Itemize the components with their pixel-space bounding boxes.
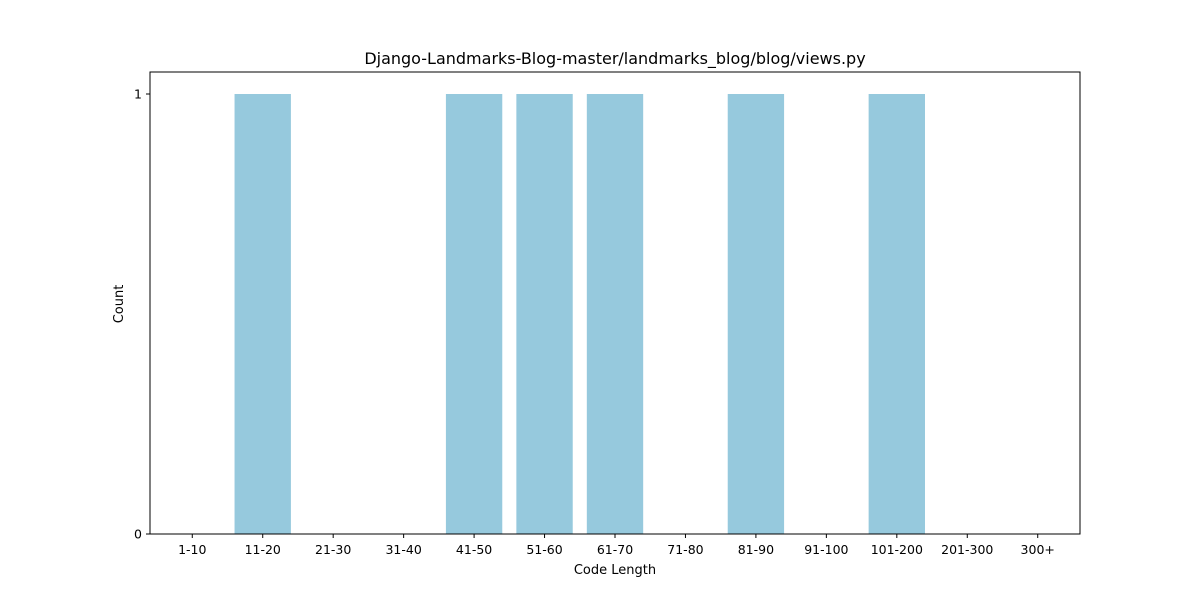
- y-tick-label: 0: [134, 527, 142, 542]
- x-tick-label: 300+: [1021, 542, 1055, 557]
- x-tick-label: 91-100: [804, 542, 848, 557]
- x-tick-label: 41-50: [456, 542, 492, 557]
- bar-41-50: [446, 94, 502, 534]
- x-tick-label: 21-30: [315, 542, 351, 557]
- y-axis-label: Count: [112, 285, 127, 324]
- x-tick-label: 31-40: [385, 542, 421, 557]
- x-axis-label: Code Length: [574, 563, 656, 578]
- bar-11-20: [235, 94, 291, 534]
- y-tick-label: 1: [134, 87, 142, 102]
- bar-51-60: [516, 94, 572, 534]
- x-tick-label: 71-80: [667, 542, 703, 557]
- bar-61-70: [587, 94, 643, 534]
- x-tick-label: 11-20: [245, 542, 281, 557]
- x-tick-label: 201-300: [941, 542, 993, 557]
- x-tick-label: 61-70: [597, 542, 633, 557]
- x-tick-label: 101-200: [871, 542, 923, 557]
- chart-title: Django-Landmarks-Blog-master/landmarks_b…: [364, 49, 865, 69]
- y-axis-ticks: 01: [134, 87, 150, 542]
- bar-81-90: [728, 94, 784, 534]
- x-axis-ticks: 1-10 11-20 21-30 31-40 41-50 51-60 61-70 71-80 8…: [178, 534, 1055, 557]
- bars: [235, 94, 925, 534]
- x-tick-label: 1-10: [178, 542, 206, 557]
- x-tick-label: 81-90: [738, 542, 774, 557]
- x-tick-label: 51-60: [526, 542, 562, 557]
- bar-101-200: [869, 94, 925, 534]
